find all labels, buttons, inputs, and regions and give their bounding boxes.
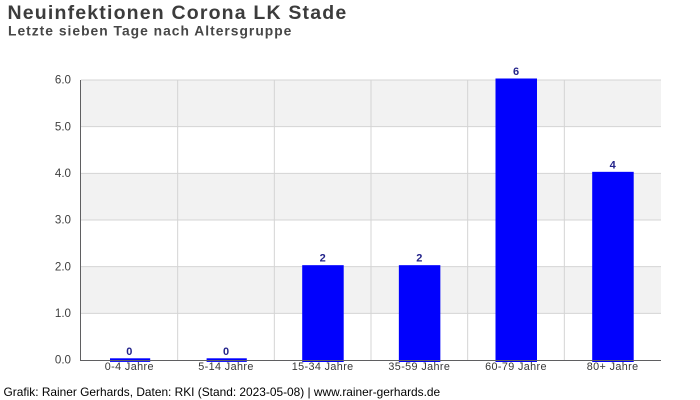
svg-text:35-59 Jahre: 35-59 Jahre	[388, 361, 450, 373]
svg-text:4.0: 4.0	[55, 167, 71, 180]
svg-text:80+ Jahre: 80+ Jahre	[587, 361, 639, 373]
svg-text:2.0: 2.0	[55, 260, 71, 273]
svg-text:Letzte sieben Tage nach Alters: Letzte sieben Tage nach Altersgruppe	[8, 24, 292, 39]
svg-text:6.0: 6.0	[55, 74, 71, 87]
svg-text:Neuinfektionen Corona LK Stade: Neuinfektionen Corona LK Stade	[8, 2, 348, 24]
svg-text:2: 2	[416, 253, 422, 265]
svg-text:Grafik: Rainer Gerhards, Daten: Grafik: Rainer Gerhards, Daten: RKI (Sta…	[4, 385, 441, 399]
svg-text:2: 2	[320, 253, 326, 265]
svg-text:5-14 Jahre: 5-14 Jahre	[198, 361, 253, 373]
svg-text:3.0: 3.0	[55, 214, 71, 227]
svg-text:4: 4	[610, 159, 617, 171]
svg-text:0: 0	[223, 346, 229, 358]
svg-text:0.0: 0.0	[55, 354, 71, 367]
svg-text:0: 0	[126, 346, 132, 358]
svg-text:15-34 Jahre: 15-34 Jahre	[292, 361, 354, 373]
svg-text:0-4 Jahre: 0-4 Jahre	[105, 361, 154, 373]
svg-text:1.0: 1.0	[55, 307, 71, 320]
svg-text:5.0: 5.0	[55, 120, 71, 133]
svg-text:6: 6	[513, 66, 519, 78]
svg-text:60-79 Jahre: 60-79 Jahre	[485, 361, 547, 373]
